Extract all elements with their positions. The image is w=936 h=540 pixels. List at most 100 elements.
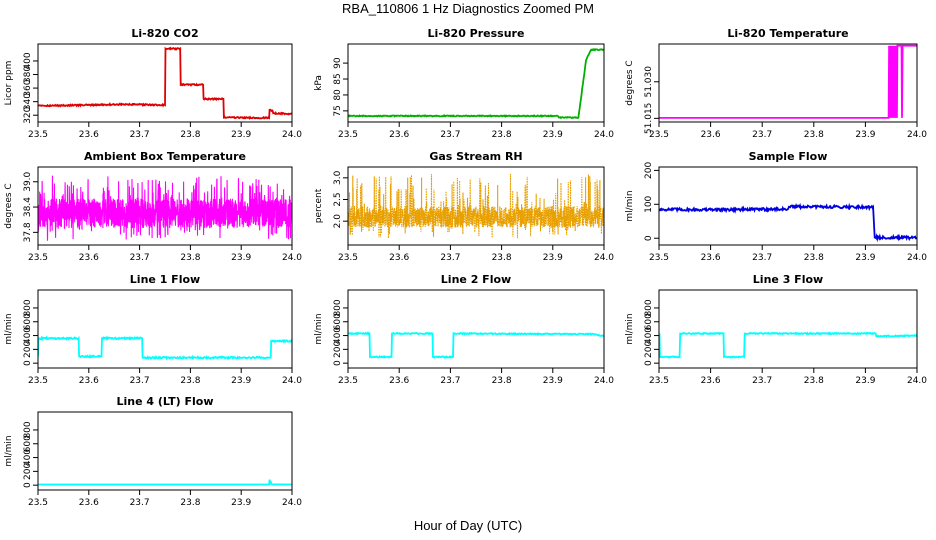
x-tick-label: 23.8 bbox=[180, 130, 200, 140]
x-tick-label: 23.9 bbox=[543, 253, 563, 263]
x-tick-label: 23.5 bbox=[338, 253, 358, 263]
y-tick-label: 200 bbox=[333, 341, 343, 358]
x-tick-label: 23.5 bbox=[649, 253, 669, 263]
y-axis-label: Licor ppm bbox=[4, 61, 14, 106]
y-tick-label: 51.030 bbox=[644, 66, 654, 98]
x-tick-label: 23.6 bbox=[79, 130, 99, 140]
x-tick-label: 24.0 bbox=[594, 376, 614, 386]
x-tick-label: 23.6 bbox=[389, 253, 409, 263]
x-tick-label: 24.0 bbox=[282, 130, 302, 140]
chart-panel: Li-820 CO2 23.5 23.6 23.7 23.8 23.9 24.0 320340… bbox=[4, 27, 302, 140]
y-tick-label: 80 bbox=[333, 89, 343, 101]
x-tick-label: 23.6 bbox=[79, 376, 99, 386]
y-tick-label: 200 bbox=[23, 341, 33, 358]
y-tick-label: 51.015 bbox=[644, 103, 654, 135]
x-tick-label: 23.7 bbox=[752, 253, 772, 263]
panel-title: Gas Stream RH bbox=[429, 150, 522, 163]
y-tick-label: 600 bbox=[23, 435, 33, 452]
plot-frame bbox=[658, 289, 918, 369]
series-band bbox=[348, 173, 604, 239]
series-line bbox=[348, 48, 604, 120]
series-band bbox=[38, 175, 292, 241]
y-tick-label: 0 bbox=[23, 360, 33, 366]
y-tick-label: 800 bbox=[23, 299, 33, 316]
series-line bbox=[38, 479, 292, 486]
panel-title: Line 2 Flow bbox=[441, 273, 511, 286]
plot-frame bbox=[658, 166, 918, 246]
x-tick-label: 24.0 bbox=[594, 253, 614, 263]
y-tick-label: 800 bbox=[333, 299, 343, 316]
x-tick-label: 24.0 bbox=[907, 130, 927, 140]
y-tick-label: 0 bbox=[23, 482, 33, 488]
x-tick-label: 23.5 bbox=[28, 253, 48, 263]
x-tick-label: 23.8 bbox=[492, 376, 512, 386]
x-tick-label: 23.8 bbox=[804, 130, 824, 140]
y-axis-label: ml/min bbox=[625, 313, 635, 344]
x-tick-label: 23.9 bbox=[855, 253, 875, 263]
x-tick-label: 23.9 bbox=[855, 130, 875, 140]
y-tick-label: 90 bbox=[333, 57, 343, 69]
plot-frame bbox=[37, 411, 293, 491]
x-tick-label: 23.6 bbox=[79, 253, 99, 263]
chart-panel: Line 1 Flow 23.5 23.6 23.7 23.8 23.9 24.0 0 2004… bbox=[4, 273, 302, 386]
y-tick-label: 340 bbox=[23, 93, 33, 110]
x-tick-label: 23.7 bbox=[752, 376, 772, 386]
x-tick-label: 23.6 bbox=[79, 498, 99, 508]
x-tick-label: 23.7 bbox=[752, 130, 772, 140]
x-tick-label: 23.5 bbox=[649, 130, 669, 140]
series-line bbox=[659, 44, 917, 119]
y-tick-label: 600 bbox=[23, 313, 33, 330]
y-tick-label: 0 bbox=[644, 360, 654, 366]
y-tick-label: 0 bbox=[644, 235, 654, 241]
x-tick-label: 23.5 bbox=[28, 130, 48, 140]
y-tick-label: 800 bbox=[644, 299, 654, 316]
x-tick-label: 24.0 bbox=[282, 376, 302, 386]
y-tick-label: 400 bbox=[23, 449, 33, 466]
x-tick-label: 23.5 bbox=[338, 376, 358, 386]
panel-title: Li-820 Temperature bbox=[727, 27, 848, 40]
y-tick-label: 75 bbox=[333, 105, 343, 116]
chart-panel: Li-820 Pressure 23.5 23.6 23.7 23.8 23.9 24.0 7… bbox=[314, 27, 614, 140]
y-axis-label: ml/min bbox=[625, 190, 635, 221]
panel-title: Ambient Box Temperature bbox=[84, 150, 246, 163]
x-tick-label: 23.8 bbox=[180, 253, 200, 263]
y-tick-label: 600 bbox=[333, 313, 343, 330]
series-line bbox=[659, 202, 917, 243]
chart-panel: Gas Stream RH 23.5 23.6 23.7 23.8 23.9 24.0 2.0… bbox=[314, 150, 614, 263]
x-tick-label: 23.8 bbox=[180, 376, 200, 386]
series-line bbox=[348, 331, 604, 359]
y-tick-label: 0 bbox=[333, 360, 343, 366]
chart-panel: Li-820 Temperature 23.5 23.6 23.7 23.8 23.9 24… bbox=[625, 27, 927, 140]
y-tick-label: 360 bbox=[23, 79, 33, 96]
plot-frame bbox=[347, 289, 605, 369]
x-tick-label: 24.0 bbox=[594, 130, 614, 140]
x-tick-label: 23.8 bbox=[492, 253, 512, 263]
y-axis-label: ml/min bbox=[4, 313, 14, 344]
y-tick-label: 2.0 bbox=[333, 214, 343, 229]
x-tick-label: 23.7 bbox=[130, 376, 150, 386]
x-tick-label: 23.9 bbox=[231, 130, 251, 140]
x-tick-label: 23.6 bbox=[389, 376, 409, 386]
y-tick-label: 200 bbox=[644, 162, 654, 179]
panel-title: Sample Flow bbox=[749, 150, 828, 163]
y-tick-label: 2.5 bbox=[333, 192, 343, 206]
chart-panel: Sample Flow 23.5 23.6 23.7 23.8 23.9 24.0 0 100 2… bbox=[625, 150, 927, 263]
panel-title: Line 4 (LT) Flow bbox=[117, 395, 214, 408]
x-tick-label: 23.5 bbox=[28, 376, 48, 386]
x-tick-label: 23.9 bbox=[231, 253, 251, 263]
panel-title: Li-820 CO2 bbox=[131, 27, 198, 40]
chart-panel: Line 4 (LT) Flow 23.5 23.6 23.7 23.8 23.9 24.0… bbox=[4, 395, 302, 508]
series-line bbox=[659, 331, 917, 359]
x-tick-label: 24.0 bbox=[282, 498, 302, 508]
plot-frame bbox=[37, 43, 293, 123]
x-tick-label: 23.5 bbox=[338, 130, 358, 140]
x-tick-label: 23.8 bbox=[804, 253, 824, 263]
x-tick-label: 23.7 bbox=[440, 130, 460, 140]
chart-panel: Line 3 Flow 23.5 23.6 23.7 23.8 23.9 24.0 0 2004… bbox=[625, 273, 927, 386]
x-tick-label: 24.0 bbox=[907, 253, 927, 263]
panel-title: Li-820 Pressure bbox=[428, 27, 525, 40]
plot-frame bbox=[347, 43, 605, 123]
plot-frame bbox=[658, 43, 918, 123]
y-axis-label: ml/min bbox=[4, 435, 14, 466]
